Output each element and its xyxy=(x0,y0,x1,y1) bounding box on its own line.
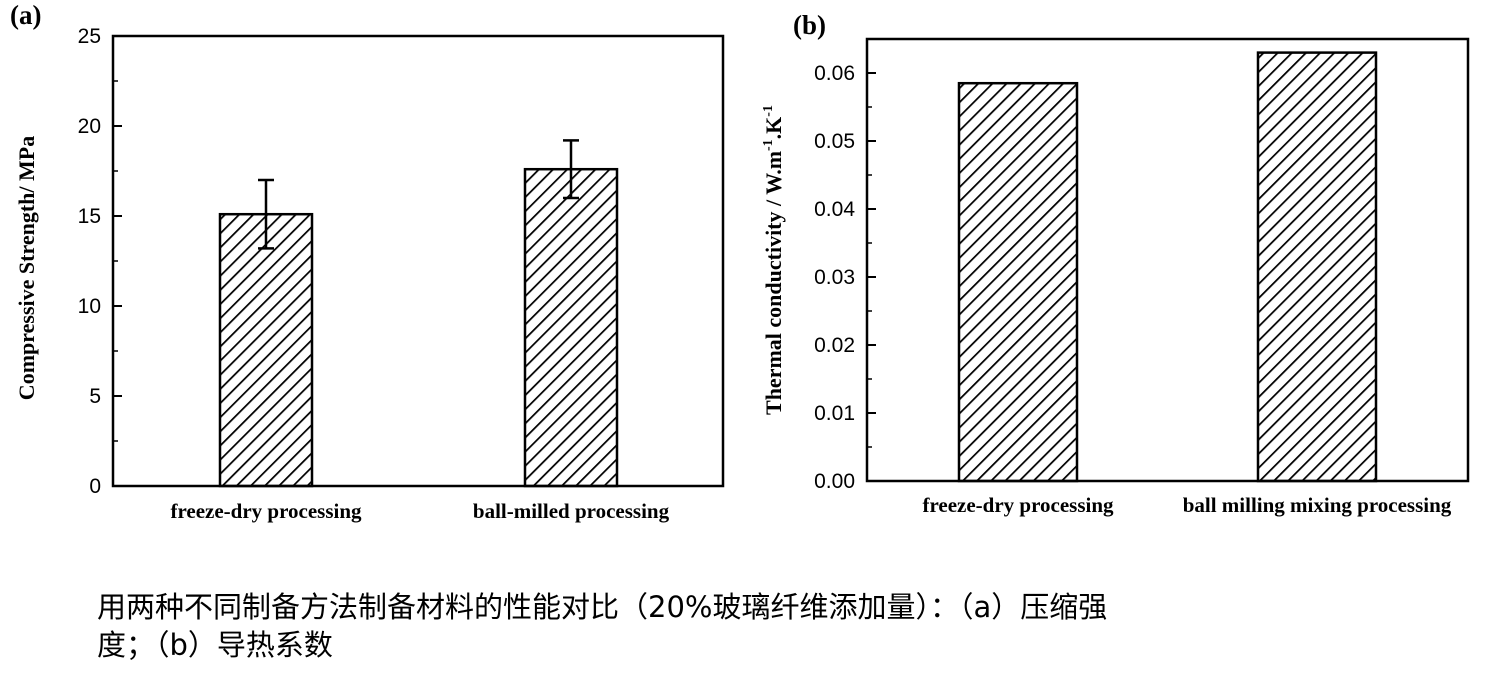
panel-b-category-label-freeze-dry: freeze-dry processing xyxy=(922,493,1114,517)
panel-b-y-axis: 0.00 0.01 0.02 0.03 0.04 0.05 0.06 xyxy=(814,62,876,493)
panel-a-category-label-ball-milled: ball-milled processing xyxy=(473,499,670,523)
panel-a-category-label-freeze-dry: freeze-dry processing xyxy=(170,499,362,523)
panel-b-chart: (b) 0.00 0.01 0.02 0.03 0.04 0.05 0.06 freeze-… xyxy=(761,10,1470,517)
figure-caption: 用两种不同制备方法制备材料的性能对比（20%玻璃纤维添加量）：（a）压缩强 度；… xyxy=(97,588,1477,664)
panel-b-y-axis-title-unit-k: .K xyxy=(761,117,786,140)
y-tick-label: 0.03 xyxy=(814,266,855,289)
panel-a-y-axis-title: Compressive Strength/ MPa xyxy=(14,136,39,400)
panel-a-label: (a) xyxy=(10,0,41,30)
bar-ball-milled xyxy=(1256,51,1378,483)
panel-a-bars xyxy=(218,139,619,488)
bar-ball-milled xyxy=(523,167,619,488)
bar-freeze-dry xyxy=(218,212,314,488)
panel-b-label: (b) xyxy=(793,10,826,40)
y-tick-label: 15 xyxy=(78,205,101,228)
y-tick-label: 0.02 xyxy=(814,334,855,357)
y-tick-label: 5 xyxy=(89,385,101,408)
y-tick-label: 0 xyxy=(89,475,101,498)
y-tick-label: 0.05 xyxy=(814,130,855,153)
panel-a-plot-frame xyxy=(111,34,725,488)
y-tick-label: 20 xyxy=(78,115,101,138)
panel-b-y-axis-title-sup1: -1 xyxy=(761,139,776,151)
panel-a-y-axis: 0 5 10 15 20 25 xyxy=(78,25,122,498)
y-tick-label: 0.01 xyxy=(814,402,855,425)
y-tick-label: 25 xyxy=(78,25,101,48)
panel-b-y-axis-title-sup2: -1 xyxy=(761,105,776,117)
panel-b-bars xyxy=(957,51,1378,483)
bar-freeze-dry xyxy=(957,81,1079,483)
panel-b-plot-frame xyxy=(865,37,1470,483)
panel-b-category-label-ball-milling: ball milling mixing processing xyxy=(1183,493,1452,517)
y-tick-label: 0.00 xyxy=(814,470,855,493)
y-tick-label: 0.06 xyxy=(814,62,855,85)
figure: (a) 0 5 10 15 20 25 freeze-dry processing bal… xyxy=(10,0,1470,523)
caption-line-2: 度；（b）导热系数 xyxy=(97,628,333,662)
caption-line-1: 用两种不同制备方法制备材料的性能对比（20%玻璃纤维添加量）：（a）压缩强 xyxy=(97,590,1108,624)
y-tick-label: 0.04 xyxy=(814,198,855,221)
panel-b-y-axis-title: Thermal conductivity / W.m-1.K-1 xyxy=(761,105,786,415)
y-tick-label: 10 xyxy=(78,295,101,318)
panel-b-y-axis-title-main: Thermal conductivity / W.m xyxy=(761,151,786,415)
panel-a-chart: (a) 0 5 10 15 20 25 freeze-dry processing bal… xyxy=(10,0,725,523)
